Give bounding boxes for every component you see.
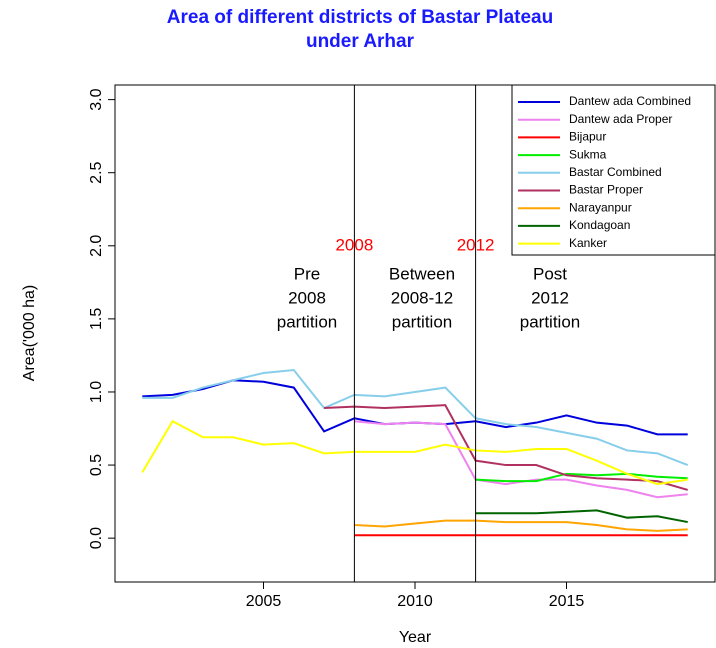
x-tick-label: 2005 [246, 593, 282, 610]
y-tick-label: 1.0 [88, 381, 105, 403]
annotation: 2008-12 [391, 288, 453, 307]
series-line [142, 368, 689, 466]
partition-label: 2008 [335, 235, 373, 254]
y-axis-label: Area('000 ha) [21, 285, 38, 381]
annotation: partition [520, 312, 580, 331]
legend-label: Sukma [569, 147, 607, 161]
y-tick-label: 0.0 [88, 527, 105, 549]
annotation: 2008 [288, 288, 326, 307]
y-tick-label: 2.5 [88, 161, 105, 183]
annotation: Post [533, 264, 567, 283]
annotation: Between [389, 264, 455, 283]
y-tick-label: 0.5 [88, 454, 105, 476]
legend-label: Bijapur [569, 130, 606, 144]
chart-title: under Arhar [306, 31, 415, 52]
y-tick-label: 1.5 [88, 308, 105, 330]
x-tick-label: 2015 [549, 593, 585, 610]
x-axis-label: Year [399, 629, 432, 646]
series-line [475, 472, 688, 483]
annotation: partition [392, 312, 452, 331]
legend-label: Kanker [569, 236, 607, 250]
legend-label: Bastar Proper [569, 183, 643, 197]
annotation: Pre [294, 264, 320, 283]
chart-title: Area of different districts of Bastar Pl… [167, 7, 553, 28]
series-line [354, 519, 688, 532]
series-line [324, 404, 689, 491]
y-tick-label: 3.0 [88, 88, 105, 110]
partition-label: 2012 [457, 235, 495, 254]
y-tick-label: 2.0 [88, 235, 105, 257]
annotation: partition [277, 312, 337, 331]
series-line [141, 419, 688, 486]
series-line [354, 420, 688, 499]
annotation: 2012 [531, 288, 569, 307]
x-tick-label: 2010 [397, 593, 433, 610]
legend-label: Bastar Combined [569, 165, 662, 179]
legend-label: Narayanpur [569, 200, 632, 214]
legend-label: Kondagoan [569, 218, 630, 232]
series-line [475, 509, 688, 524]
legend-label: Dantew ada Combined [569, 94, 691, 108]
legend-label: Dantew ada Proper [569, 112, 672, 126]
